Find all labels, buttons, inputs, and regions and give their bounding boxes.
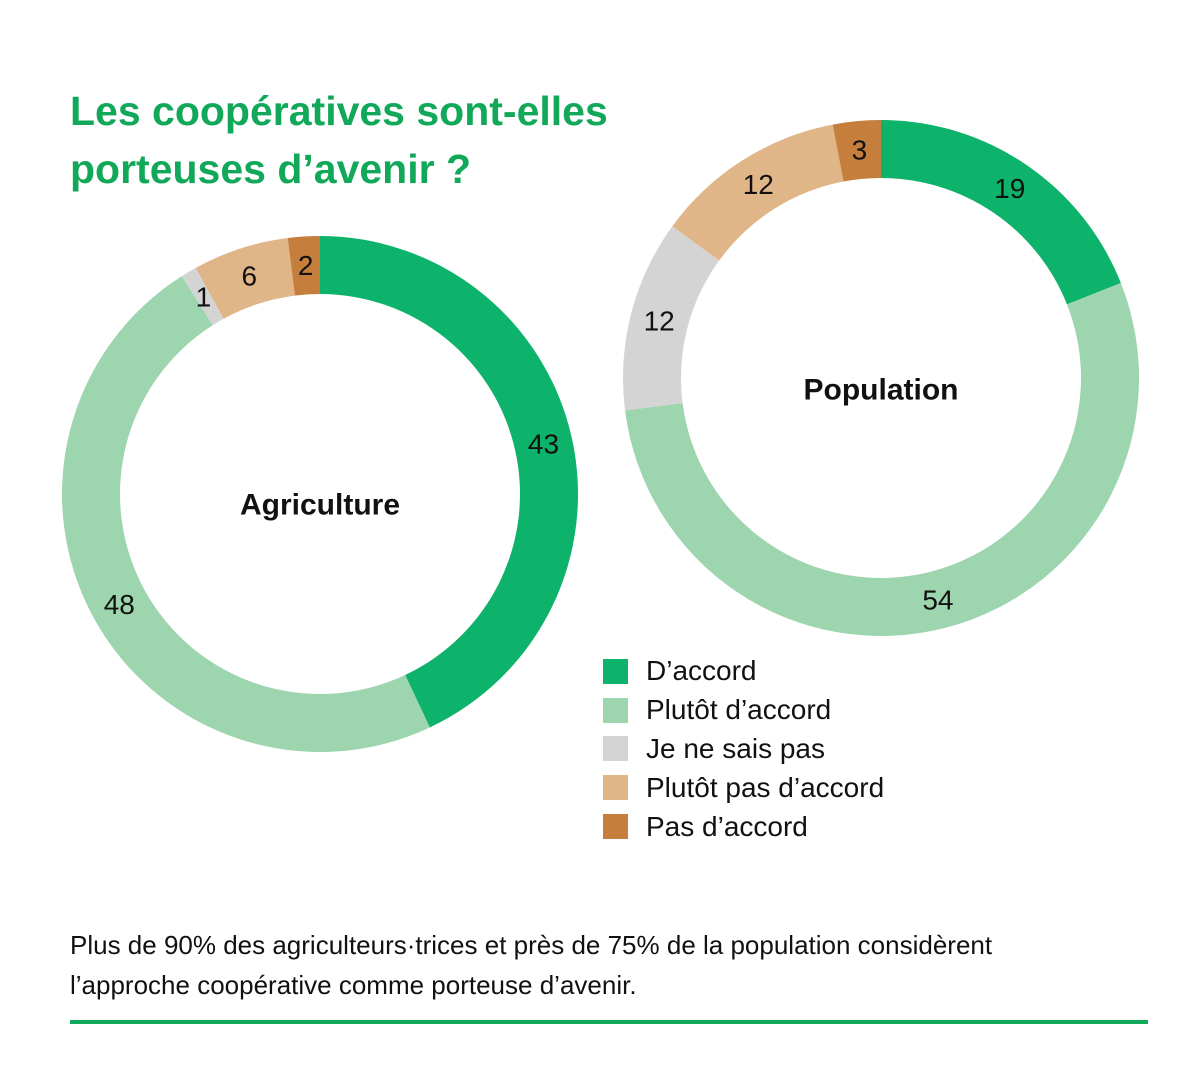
legend-item: Plutôt pas d’accord (603, 768, 884, 807)
legend-swatch (603, 658, 628, 684)
legend-item: Plutôt d’accord (603, 691, 884, 730)
donut-slice (287, 236, 320, 296)
legend-item: Je ne sais pas (603, 730, 884, 769)
slice-value-label: 1 (196, 281, 212, 312)
legend-label: Pas d’accord (646, 810, 808, 842)
legend-label: D’accord (646, 655, 757, 687)
donut-center-label: Population (804, 374, 959, 407)
title-line-1: Les coopératives sont-elles (70, 88, 608, 134)
legend-label: Plutôt d’accord (646, 694, 832, 726)
donut-slice (181, 267, 224, 326)
slice-value-label: 12 (644, 306, 675, 337)
slice-value-label: 6 (241, 261, 257, 292)
caption: Plus de 90% des agriculteurs·trices et p… (70, 925, 1150, 1005)
slice-value-label: 43 (528, 429, 559, 460)
legend: D’accord Plutôt d’accord Je ne sais pas … (603, 652, 884, 846)
donut-slice (625, 283, 1139, 637)
donut-slice (832, 120, 881, 182)
legend-item: D’accord (603, 652, 884, 691)
slice-value-label: 12 (743, 169, 774, 200)
page-title: Les coopératives sont-elles porteuses d’… (70, 82, 690, 198)
donut-chart-population: 19 54 12 12 3 Population (623, 120, 1139, 637)
legend-swatch (603, 697, 628, 723)
legend-label: Je ne sais pas (646, 732, 825, 764)
legend-swatch (603, 736, 628, 762)
donut-slice (623, 226, 720, 411)
slice-value-label: 19 (994, 173, 1025, 204)
bottom-rule (70, 1020, 1148, 1024)
slice-value-label: 48 (104, 589, 135, 620)
donut-slice (195, 238, 295, 319)
slice-value-label: 54 (922, 584, 953, 615)
title-line-2: porteuses d’avenir ? (70, 146, 472, 192)
slice-value-label: 2 (298, 250, 314, 281)
legend-swatch (603, 814, 628, 840)
donut-slice (881, 120, 1121, 305)
donut-chart-agriculture: 43 48 16 2 Agriculture (61, 236, 578, 752)
caption-line-1: Plus de 90% des agriculteurs·trices et p… (70, 930, 993, 960)
caption-line-2: l’approche coopérative comme porteuse d’… (70, 970, 637, 1000)
legend-label: Plutôt pas d’accord (646, 771, 885, 803)
legend-swatch (603, 775, 628, 801)
donut-center-label: Agriculture (240, 489, 400, 522)
slice-value-label: 3 (852, 135, 868, 166)
donut-slice (672, 124, 844, 261)
donut-slice (61, 276, 430, 752)
legend-item: Pas d’accord (603, 807, 884, 846)
donut-slice (320, 236, 578, 728)
